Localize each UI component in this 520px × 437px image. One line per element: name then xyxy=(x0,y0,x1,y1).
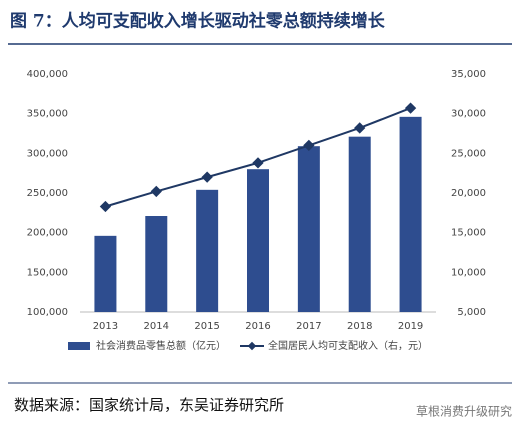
x-tick-label: 2019 xyxy=(398,321,423,332)
y2-tick-label: 20,000 xyxy=(451,188,486,199)
legend-swatch xyxy=(247,341,257,351)
y2-tick-label: 15,000 xyxy=(451,228,486,239)
line-marker xyxy=(150,185,162,198)
x-tick-label: 2017 xyxy=(296,321,321,332)
y2-tick-label: 10,000 xyxy=(451,267,486,278)
y-tick-label: 150,000 xyxy=(27,267,68,278)
line-marker xyxy=(303,139,315,152)
y2-tick-label: 35,000 xyxy=(451,69,486,80)
bar xyxy=(94,235,117,312)
y-tick-label: 250,000 xyxy=(27,188,68,199)
x-tick-label: 2013 xyxy=(93,321,118,332)
line-marker xyxy=(201,171,213,183)
bar xyxy=(196,189,219,312)
y2-tick-label: 5,000 xyxy=(457,307,486,318)
line-marker xyxy=(252,157,264,169)
x-tick-label: 2014 xyxy=(144,321,169,332)
chart-title: 图 7：人均可支配收入增长驱动社零总额持续增长 xyxy=(10,11,386,32)
watermark: 草根消费升级研究 xyxy=(416,404,512,419)
x-tick-label: 2018 xyxy=(347,321,372,332)
bar xyxy=(145,216,168,312)
x-tick-label: 2016 xyxy=(245,321,270,332)
y-tick-label: 200,000 xyxy=(27,228,68,239)
x-tick-label: 2015 xyxy=(194,321,219,332)
source: 数据来源：国家统计局，东吴证券研究所 xyxy=(14,396,284,414)
bar xyxy=(348,136,371,312)
y-tick-label: 100,000 xyxy=(27,307,68,318)
y-tick-label: 350,000 xyxy=(27,109,68,120)
bar xyxy=(297,146,320,312)
y2-tick-label: 30,000 xyxy=(451,109,486,120)
legend-swatch xyxy=(68,342,90,350)
line-marker xyxy=(354,122,366,134)
legend-label: 全国居民人均可支配收入（右，元） xyxy=(268,339,428,352)
legend-label: 社会消费品零售总额（亿元） xyxy=(96,339,226,352)
y-tick-label: 300,000 xyxy=(27,148,68,159)
line-marker xyxy=(404,102,417,114)
line-marker xyxy=(99,200,112,213)
y2-tick-label: 25,000 xyxy=(451,148,486,159)
bar xyxy=(399,116,422,312)
bar xyxy=(247,169,269,312)
y-tick-label: 400,000 xyxy=(27,69,68,80)
